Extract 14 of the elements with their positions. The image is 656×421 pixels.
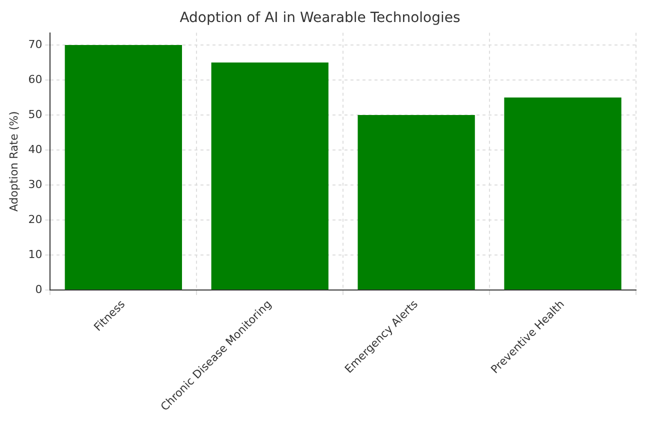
y-tick-label: 10 xyxy=(28,248,42,261)
bar xyxy=(211,62,328,290)
y-axis-title: Adoption Rate (%) xyxy=(7,111,20,212)
y-tick-label: 70 xyxy=(28,38,42,51)
bar xyxy=(358,115,475,290)
y-tick-label: 60 xyxy=(28,72,42,86)
y-tick-label: 40 xyxy=(28,142,42,156)
y-tick-label: 0 xyxy=(35,282,42,296)
bar xyxy=(504,98,622,290)
bar xyxy=(64,45,182,290)
y-tick-label: 30 xyxy=(28,178,42,191)
y-tick-label: 20 xyxy=(28,212,42,226)
chart-title: Adoption of AI in Wearable Technologies xyxy=(180,10,460,26)
y-tick-label: 50 xyxy=(28,108,42,121)
